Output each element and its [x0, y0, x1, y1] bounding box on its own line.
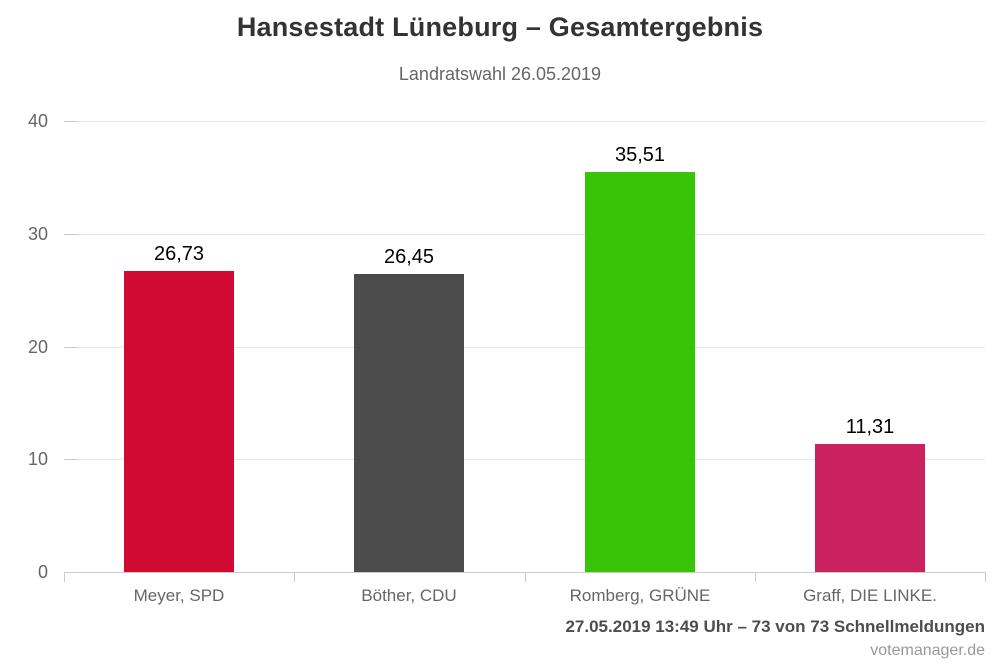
y-gridline [64, 459, 985, 460]
x-axis-line [64, 572, 985, 573]
y-axis-tick [64, 459, 78, 460]
bar-meyer-spd[interactable] [124, 271, 234, 572]
report-status: 27.05.2019 13:49 Uhr – 73 von 73 Schnell… [565, 617, 985, 636]
bar-romberg-gr-ne[interactable] [585, 172, 695, 572]
bar-value-label: 26,45 [383, 246, 435, 268]
category-label-meyer-spd: Meyer, SPD [133, 586, 225, 605]
bar-b-ther-cdu[interactable] [354, 274, 464, 572]
category-label-b-ther-cdu: Böther, CDU [361, 586, 457, 605]
chart-subtitle: Landratswahl 26.05.2019 [398, 64, 602, 84]
x-axis-tick [755, 572, 756, 582]
x-axis-tick [294, 572, 295, 582]
brand-credit[interactable]: votemanager.de [870, 642, 985, 659]
category-label-romberg-gr-ne: Romberg, GRÜNE [569, 586, 711, 605]
y-axis-tick [64, 234, 78, 235]
y-axis-label: 30 [27, 224, 48, 244]
y-axis-label: 40 [27, 111, 48, 131]
bar-value-label: 11,31 [845, 416, 895, 438]
x-axis-tick [985, 572, 986, 582]
y-axis-tick [64, 347, 78, 348]
y-gridline [64, 347, 985, 348]
x-axis-tick [525, 572, 526, 582]
bar-value-label: 35,51 [614, 144, 666, 166]
y-axis-label: 0 [37, 562, 48, 582]
y-gridline [64, 121, 985, 122]
y-axis-tick [64, 121, 78, 122]
y-axis-label: 20 [27, 337, 48, 357]
x-axis-tick [64, 572, 65, 582]
y-gridline [64, 234, 985, 235]
y-axis-tick [64, 572, 78, 573]
y-axis-label: 10 [27, 449, 48, 469]
bar-graff-die-linke[interactable] [815, 444, 925, 572]
bar-value-label: 26,73 [153, 243, 205, 265]
chart-title: Hansestadt Lüneburg – Gesamtergebnis [236, 12, 764, 42]
category-label-graff-die-linke: Graff, DIE LINKE. [803, 586, 937, 605]
